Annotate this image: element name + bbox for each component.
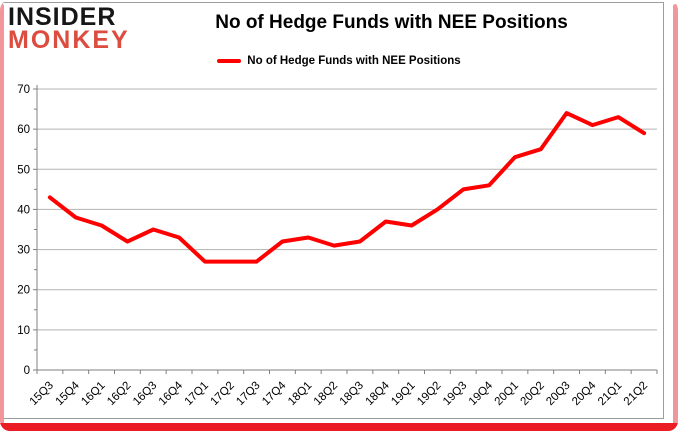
y-axis-label: 70 <box>17 84 30 96</box>
x-axis-label: 21Q1 <box>596 380 624 408</box>
x-axis-label: 17Q3 <box>234 380 262 408</box>
y-axis-label: 50 <box>17 164 30 176</box>
x-axis-label: 19Q3 <box>441 380 469 408</box>
logo-line-insider: INSIDER <box>8 3 117 31</box>
x-axis-label: 20Q4 <box>570 379 599 408</box>
x-axis-label: 19Q2 <box>415 380 443 408</box>
x-axis-label: 17Q1 <box>183 380 211 408</box>
x-axis-label: 19Q4 <box>467 379 496 408</box>
x-axis-label: 16Q4 <box>157 379 186 408</box>
y-axis-label: 40 <box>17 204 30 216</box>
logo-line-monkey: MONKEY <box>8 26 130 54</box>
x-axis-label: 18Q2 <box>312 380 340 408</box>
chart-title: No of Hedge Funds with NEE Positions <box>215 12 568 33</box>
card-right-accent <box>673 4 678 425</box>
x-axis-label: 15Q3 <box>28 380 56 408</box>
x-axis-label: 15Q4 <box>53 379 82 408</box>
x-axis-label: 18Q4 <box>363 379 392 408</box>
x-axis-label: 18Q1 <box>286 380 314 408</box>
insider-monkey-logo: INSIDER MONKEY <box>8 3 130 54</box>
axes <box>33 85 658 374</box>
gridlines <box>37 88 657 331</box>
card-bottom-accent <box>0 423 678 431</box>
x-axis-label: 20Q2 <box>518 380 546 408</box>
legend: No of Hedge Funds with NEE Positions <box>0 55 678 67</box>
x-axis-label: 17Q2 <box>208 380 236 408</box>
x-axis-label: 20Q3 <box>544 380 572 408</box>
x-axis-label: 18Q3 <box>338 380 366 408</box>
y-axis-label: 30 <box>17 245 30 257</box>
x-axis-label: 16Q2 <box>105 380 133 408</box>
x-axis-label: 20Q1 <box>493 380 521 408</box>
x-axis-labels: 15Q315Q416Q116Q216Q316Q417Q117Q217Q317Q4… <box>28 379 651 408</box>
x-axis-label: 16Q1 <box>79 380 107 408</box>
y-axis-label: 20 <box>17 285 30 297</box>
y-axis-label: 0 <box>24 365 30 377</box>
x-axis-label: 19Q1 <box>389 380 417 408</box>
y-axis-label: 60 <box>17 124 30 136</box>
x-axis-label: 17Q4 <box>260 379 289 408</box>
legend-line-swatch <box>217 59 242 63</box>
legend-label: No of Hedge Funds with NEE Positions <box>247 55 461 67</box>
y-axis-labels: 0 10 20 30 40 50 60 70 <box>17 84 30 377</box>
x-axis-label: 16Q3 <box>131 380 159 408</box>
data-line <box>47 111 647 264</box>
y-axis-label: 10 <box>17 325 30 337</box>
data-line-series <box>47 111 647 264</box>
chart-frame <box>2 2 664 419</box>
card-left-accent <box>0 4 4 425</box>
x-axis-label: 21Q2 <box>622 380 650 408</box>
